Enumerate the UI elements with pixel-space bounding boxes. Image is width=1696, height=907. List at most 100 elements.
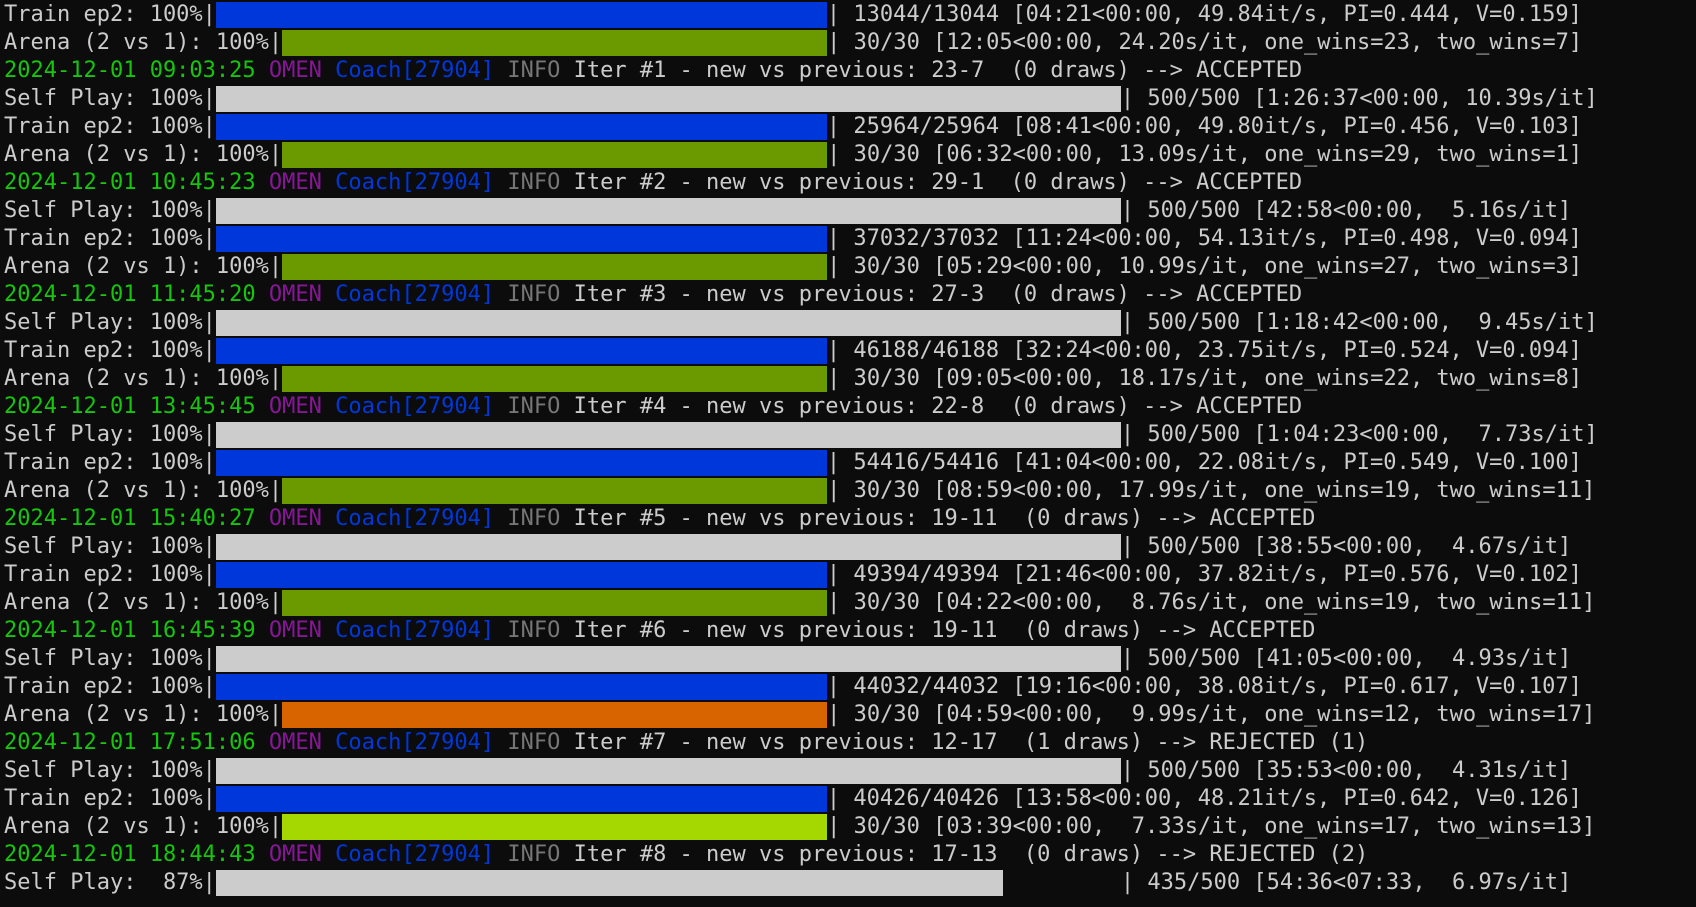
progress-bar-fill [215,338,827,364]
progress-bar-fill [215,226,827,252]
progress-line: Train ep2: 100%| | 13044/13044 [04:21<00:… [4,1,1582,29]
progress-stats: | 30/30 [04:59<00:00, 9.99s/it, one_wins… [827,702,1596,727]
log-line: 2024-12-01 09:03:25 OMEN Coach[27904] IN… [4,57,1302,85]
progress-label: Self Play: 100%| [4,310,216,335]
progress-label: Self Play: 100%| [4,86,216,111]
log-host: OMEN [268,618,322,643]
log-host: OMEN [268,394,322,419]
progress-bar-track [215,534,1121,560]
progress-bar-track [215,674,827,700]
log-message: Iter #6 - new vs previous: 19-11 (0 draw… [573,618,1316,643]
progress-bar-track [215,2,827,28]
log-message: Iter #7 - new vs previous: 12-17 (1 draw… [573,730,1369,755]
progress-bar-track [215,646,1121,672]
progress-bar-fill [215,674,827,700]
progress-line: Train ep2: 100%| | 46188/46188 [32:24<00:… [4,337,1582,365]
progress-stats: | 30/30 [06:32<00:00, 13.09s/it, one_win… [827,142,1583,167]
log-host: OMEN [268,170,322,195]
progress-label: Arena (2 vs 1): 100%| [4,30,283,55]
log-source: Coach[27904] [335,282,495,307]
progress-bar-fill [282,702,828,728]
log-level: INFO [507,394,561,419]
progress-label: Arena (2 vs 1): 100%| [4,702,283,727]
progress-label: Train ep2: 100%| [4,114,216,139]
log-source: Coach[27904] [335,394,495,419]
progress-stats: | 37032/37032 [11:24<00:00, 54.13it/s, P… [826,226,1582,251]
progress-bar-fill [215,198,1121,224]
progress-bar-fill [215,534,1121,560]
progress-line: Arena (2 vs 1): 100%| | 30/30 [04:22<00:0… [4,589,1595,617]
progress-bar-track [215,310,1121,336]
progress-bar-fill [215,86,1121,112]
progress-line: Self Play: 100%| | 500/500 [38:55<00:00, … [4,533,1571,561]
progress-label: Arena (2 vs 1): 100%| [4,590,283,615]
log-source: Coach[27904] [335,170,495,195]
progress-label: Train ep2: 100%| [4,338,216,363]
progress-line: Arena (2 vs 1): 100%| | 30/30 [06:32<00:0… [4,141,1582,169]
log-host: OMEN [268,506,322,531]
log-message: Iter #1 - new vs previous: 23-7 (0 draws… [573,58,1303,83]
progress-bar-track [282,142,828,168]
log-timestamp: 2024-12-01 16:45:39 [4,618,256,643]
log-line: 2024-12-01 13:45:45 OMEN Coach[27904] IN… [4,393,1302,421]
progress-line: Self Play: 100%| | 500/500 [35:53<00:00, … [4,757,1571,785]
progress-line: Self Play: 100%| | 500/500 [1:26:37<00:00… [4,85,1598,113]
log-level: INFO [507,170,561,195]
progress-bar-track [282,814,828,840]
log-source: Coach[27904] [335,58,495,83]
progress-line: Arena (2 vs 1): 100%| | 30/30 [05:29<00:0… [4,253,1582,281]
log-line: 2024-12-01 10:45:23 OMEN Coach[27904] IN… [4,169,1302,197]
progress-stats: | 30/30 [03:39<00:00, 7.33s/it, one_wins… [827,814,1596,839]
progress-label: Self Play: 100%| [4,646,216,671]
progress-stats: | 13044/13044 [04:21<00:00, 49.84it/s, P… [826,2,1582,27]
log-timestamp: 2024-12-01 13:45:45 [4,394,256,419]
log-line: 2024-12-01 15:40:27 OMEN Coach[27904] IN… [4,505,1315,533]
progress-stats: | 500/500 [1:04:23<00:00, 7.73s/it] [1120,422,1598,447]
progress-label: Arena (2 vs 1): 100%| [4,478,283,503]
progress-stats: | 30/30 [08:59<00:00, 17.99s/it, one_win… [827,478,1596,503]
log-message: Iter #3 - new vs previous: 27-3 (0 draws… [573,282,1303,307]
progress-bar-track [215,786,827,812]
progress-bar-track [282,478,828,504]
progress-bar-track [215,198,1121,224]
progress-stats: | 30/30 [09:05<00:00, 18.17s/it, one_win… [827,366,1583,391]
progress-stats: | 500/500 [1:26:37<00:00, 10.39s/it] [1120,86,1598,111]
progress-label: Self Play: 100%| [4,422,216,447]
progress-label: Arena (2 vs 1): 100%| [4,254,283,279]
progress-line: Self Play: 100%| | 500/500 [1:04:23<00:00… [4,421,1598,449]
progress-bar-track [215,870,1121,896]
log-line: 2024-12-01 17:51:06 OMEN Coach[27904] IN… [4,729,1368,757]
progress-bar-fill [282,142,828,168]
progress-bar-track [282,30,828,56]
progress-stats: | 30/30 [04:22<00:00, 8.76s/it, one_wins… [827,590,1596,615]
progress-line: Arena (2 vs 1): 100%| | 30/30 [04:59<00:0… [4,701,1595,729]
progress-label: Arena (2 vs 1): 100%| [4,142,283,167]
progress-line: Self Play: 100%| | 500/500 [41:05<00:00, … [4,645,1571,673]
progress-bar-track [215,226,827,252]
log-message: Iter #4 - new vs previous: 22-8 (0 draws… [573,394,1303,419]
progress-line: Train ep2: 100%| | 49394/49394 [21:46<00:… [4,561,1582,589]
progress-bar-fill [215,2,827,28]
log-level: INFO [507,730,561,755]
progress-label: Self Play: 100%| [4,198,216,223]
progress-bar-fill [282,30,828,56]
progress-stats: | 46188/46188 [32:24<00:00, 23.75it/s, P… [826,338,1582,363]
progress-stats: | 30/30 [05:29<00:00, 10.99s/it, one_win… [827,254,1583,279]
progress-bar-fill [282,366,828,392]
log-source: Coach[27904] [335,842,495,867]
log-host: OMEN [268,58,322,83]
progress-bar-fill [215,786,827,812]
progress-bar-track [282,254,828,280]
progress-line: Self Play: 100%| | 500/500 [1:18:42<00:00… [4,309,1598,337]
log-timestamp: 2024-12-01 09:03:25 [4,58,256,83]
progress-bar-track [215,86,1121,112]
progress-line: Self Play: 87%| | 435/500 [54:36<07:33, 6… [4,869,1571,897]
log-line: 2024-12-01 16:45:39 OMEN Coach[27904] IN… [4,617,1315,645]
log-level: INFO [507,58,561,83]
progress-bar-fill [282,478,828,504]
progress-stats: | 435/500 [54:36<07:33, 6.97s/it] [1120,870,1572,895]
progress-bar-track [215,114,827,140]
log-host: OMEN [268,842,322,867]
log-message: Iter #5 - new vs previous: 19-11 (0 draw… [573,506,1316,531]
